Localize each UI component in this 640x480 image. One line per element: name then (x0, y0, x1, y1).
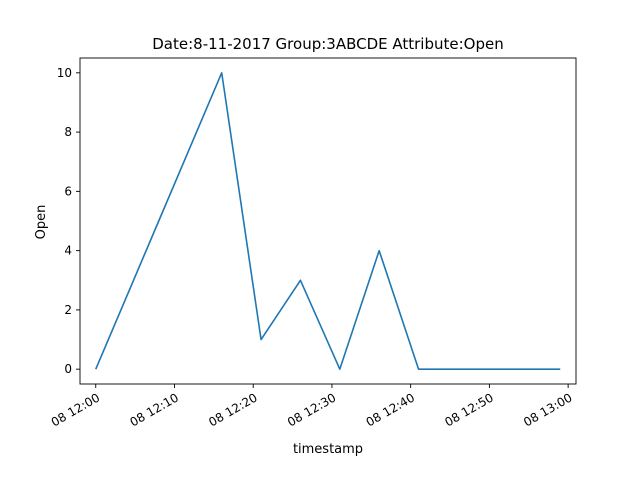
axes-frame (79, 57, 577, 385)
x-tick-label: 08 12:20 (206, 390, 259, 429)
y-tick-label: 0 (64, 362, 72, 376)
y-tick-label: 6 (64, 184, 72, 198)
y-tick-label: 10 (57, 66, 72, 80)
x-tick-label: 08 12:30 (285, 390, 338, 429)
x-tick-label: 08 12:50 (442, 390, 495, 429)
plot-area (79, 57, 577, 385)
y-tick-label: 4 (64, 244, 72, 258)
x-tick-label: 08 12:40 (364, 390, 417, 429)
y-axis-title: Open (34, 205, 49, 240)
x-tick-label: 08 13:00 (521, 390, 574, 429)
x-tick-label: 08 12:00 (49, 390, 102, 429)
x-axis-title: timestamp (293, 442, 363, 457)
y-tick-label: 2 (64, 303, 72, 317)
x-tick-label: 08 12:10 (127, 390, 180, 429)
y-tick-label: 8 (64, 125, 72, 139)
y-axis: 0 2 4 6 8 10 (57, 66, 80, 376)
x-axis: 08 12:00 08 12:10 08 12:20 08 12:30 08 12:40… (49, 384, 575, 429)
chart-title: Date:8-11-2017 Group:3ABCDE Attribute:Op… (152, 35, 503, 53)
series-line-0 (95, 72, 561, 370)
